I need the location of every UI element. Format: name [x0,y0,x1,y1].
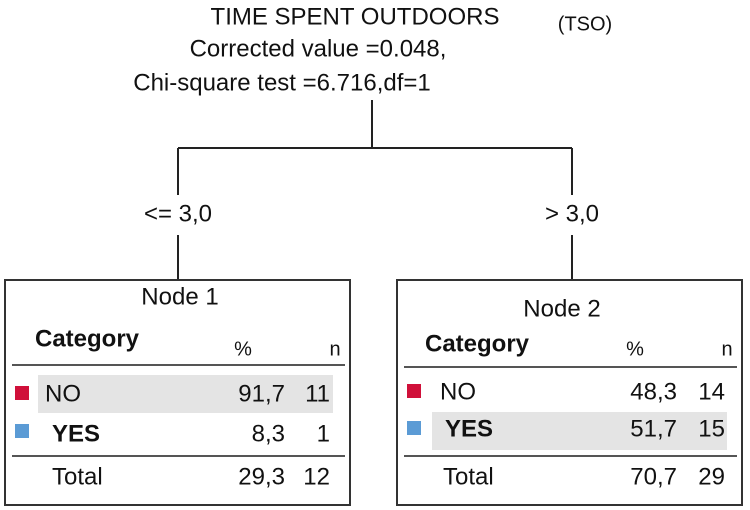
cell: 48,3 [630,378,677,405]
row-label: NO [440,378,476,405]
cell: 1 [317,420,330,447]
node: Node 1 Category % n NO 91,7 11 YES 8,3 1… [4,279,351,506]
title-abbr: (TSO) [558,13,612,35]
cell: 51,7 [630,415,677,442]
cell: 11 [305,380,330,407]
title: TIME SPENT OUTDOORS [211,3,500,30]
cell: 15 [698,415,725,442]
cell: 91,7 [238,380,285,407]
cell: 29,3 [238,463,285,490]
column-header: Category [35,325,140,352]
total-label: Total [52,463,103,490]
chi-square: Chi-square test =6.716,df=1 [133,69,431,96]
column-header: Category [425,330,530,357]
corrected-value: Corrected value =0.048, [190,35,447,62]
column-header: % [234,338,252,360]
row-label: NO [45,380,81,407]
cell: 29 [698,463,725,490]
node: Node 2 Category % n NO 48,3 14 YES 51,7 … [396,279,743,506]
node-title: Node 1 [141,283,218,310]
branch-label: > 3,0 [545,200,599,227]
node-title: Node 2 [523,295,600,322]
column-header: % [626,338,644,360]
cell: 12 [303,463,330,490]
cell: 8,3 [252,420,285,447]
row-label: YES [445,415,493,442]
column-header: n [329,338,340,360]
total-label: Total [443,463,494,490]
cell: 14 [698,378,725,405]
branch-label: <= 3,0 [144,200,212,227]
connectors [177,100,573,280]
cell: 70,7 [630,463,677,490]
row-label: YES [52,420,100,447]
column-header: n [721,338,732,360]
